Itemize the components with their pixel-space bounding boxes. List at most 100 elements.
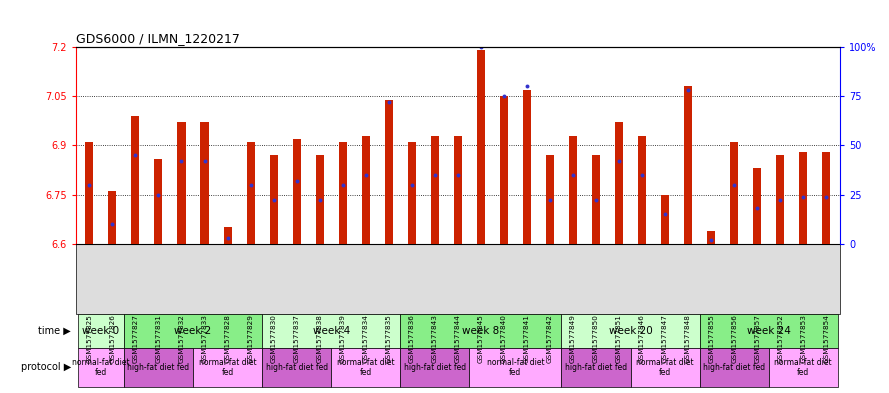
Text: GSM1577839: GSM1577839: [340, 314, 346, 363]
Point: [290, 178, 304, 184]
Text: GSM1577826: GSM1577826: [109, 314, 116, 363]
Text: GSM1577853: GSM1577853: [800, 314, 806, 363]
Point: [704, 237, 718, 243]
Text: GSM1577825: GSM1577825: [86, 314, 92, 363]
Point: [151, 191, 165, 198]
Bar: [431, 136, 439, 244]
Point: [635, 172, 649, 178]
Point: [220, 235, 235, 241]
Bar: [592, 155, 600, 244]
Point: [520, 83, 534, 90]
Text: GSM1577854: GSM1577854: [823, 314, 829, 363]
Point: [428, 172, 442, 178]
Point: [128, 152, 142, 158]
Bar: [730, 142, 738, 244]
Text: GSM1577855: GSM1577855: [709, 314, 714, 363]
Point: [197, 158, 212, 164]
Point: [819, 193, 833, 200]
Bar: [822, 152, 830, 244]
Point: [658, 211, 672, 217]
Text: high-fat diet fed: high-fat diet fed: [404, 363, 466, 372]
Text: GSM1577828: GSM1577828: [225, 314, 230, 363]
Bar: [615, 123, 623, 244]
Bar: [155, 158, 163, 244]
Text: GSM1577833: GSM1577833: [202, 314, 207, 363]
Point: [543, 197, 557, 204]
Text: GSM1577842: GSM1577842: [547, 314, 553, 363]
Bar: [453, 136, 462, 244]
Bar: [385, 99, 393, 244]
Bar: [707, 231, 715, 244]
Text: GSM1577840: GSM1577840: [501, 314, 507, 363]
Point: [727, 182, 741, 188]
Text: normal-fat diet
fed: normal-fat diet fed: [199, 358, 256, 377]
Point: [612, 158, 626, 164]
Text: week 8: week 8: [462, 326, 500, 336]
Bar: [685, 86, 693, 244]
Point: [750, 205, 765, 211]
Text: high-fat diet fed: high-fat diet fed: [703, 363, 765, 372]
Text: GDS6000 / ILMN_1220217: GDS6000 / ILMN_1220217: [76, 31, 239, 44]
Text: normal-fat diet
fed: normal-fat diet fed: [637, 358, 694, 377]
Bar: [408, 142, 416, 244]
Point: [589, 197, 603, 204]
Text: week 2: week 2: [174, 326, 212, 336]
Text: GSM1577838: GSM1577838: [316, 314, 323, 363]
Point: [267, 197, 281, 204]
Point: [244, 182, 258, 188]
Point: [404, 182, 419, 188]
Bar: [132, 116, 140, 244]
Text: normal-fat diet
fed: normal-fat diet fed: [337, 358, 395, 377]
Bar: [339, 142, 347, 244]
Point: [773, 197, 788, 204]
Bar: [569, 136, 577, 244]
Text: protocol ▶: protocol ▶: [20, 362, 71, 373]
Text: GSM1577846: GSM1577846: [639, 314, 645, 363]
Text: GSM1577830: GSM1577830: [270, 314, 276, 363]
Point: [566, 172, 581, 178]
Text: GSM1577856: GSM1577856: [731, 314, 737, 363]
Point: [174, 158, 188, 164]
Text: GSM1577845: GSM1577845: [478, 314, 484, 363]
Point: [105, 221, 119, 227]
Point: [474, 44, 488, 50]
Text: GSM1577847: GSM1577847: [662, 314, 669, 363]
Bar: [269, 155, 277, 244]
Bar: [546, 155, 554, 244]
Text: GSM1577851: GSM1577851: [616, 314, 622, 363]
Bar: [85, 142, 93, 244]
Text: GSM1577837: GSM1577837: [293, 314, 300, 363]
Text: GSM1577848: GSM1577848: [685, 314, 691, 363]
Text: normal-fat diet
fed: normal-fat diet fed: [72, 358, 130, 377]
Bar: [523, 90, 531, 244]
Bar: [316, 155, 324, 244]
Text: GSM1577832: GSM1577832: [179, 314, 185, 363]
Bar: [799, 152, 807, 244]
Text: GSM1577836: GSM1577836: [409, 314, 415, 363]
Point: [381, 99, 396, 105]
Bar: [638, 136, 646, 244]
Text: GSM1577852: GSM1577852: [777, 314, 783, 363]
Bar: [776, 155, 784, 244]
Text: GSM1577844: GSM1577844: [455, 314, 461, 363]
Text: week 24: week 24: [747, 326, 790, 336]
Text: GSM1577834: GSM1577834: [363, 314, 369, 363]
Bar: [362, 136, 370, 244]
Point: [681, 87, 695, 94]
Text: high-fat diet fed: high-fat diet fed: [127, 363, 189, 372]
Text: normal-fat diet
fed: normal-fat diet fed: [774, 358, 832, 377]
Bar: [246, 142, 254, 244]
Text: GSM1577850: GSM1577850: [593, 314, 599, 363]
Point: [497, 93, 511, 99]
Text: week 20: week 20: [609, 326, 653, 336]
Point: [358, 172, 372, 178]
Bar: [477, 50, 485, 244]
Bar: [753, 168, 761, 244]
Bar: [661, 195, 669, 244]
Text: time ▶: time ▶: [38, 326, 71, 336]
Bar: [108, 191, 116, 244]
Text: GSM1577843: GSM1577843: [432, 314, 437, 363]
Text: GSM1577827: GSM1577827: [132, 314, 139, 363]
Point: [797, 193, 811, 200]
Text: high-fat diet fed: high-fat diet fed: [565, 363, 627, 372]
